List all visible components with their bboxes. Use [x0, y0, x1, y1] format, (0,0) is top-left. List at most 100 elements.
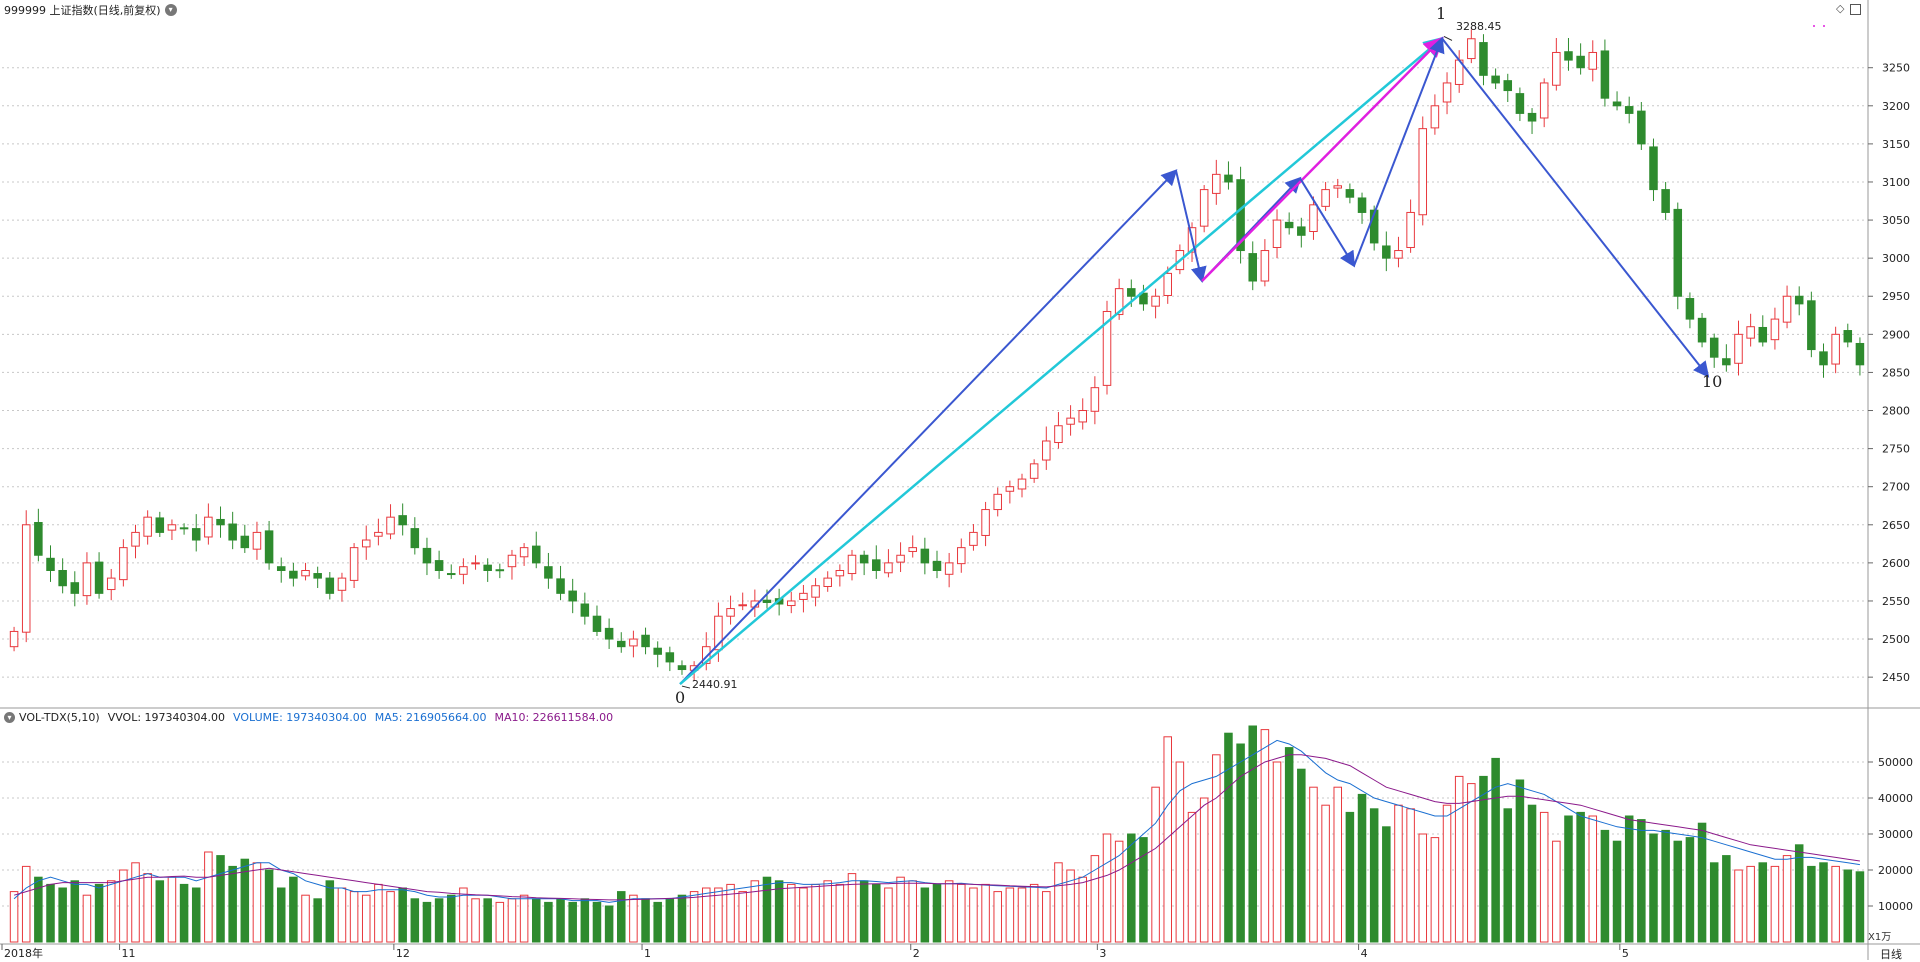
candle-body — [859, 554, 869, 564]
volume-bar — [799, 887, 808, 943]
price-tick-label: 2700 — [1882, 481, 1910, 494]
candle-body — [944, 562, 954, 575]
candle-body — [1782, 295, 1792, 323]
volume-tick-label: 10000 — [1878, 900, 1913, 913]
candle-body — [908, 547, 917, 552]
candle-body — [1758, 326, 1768, 343]
candle-body — [1539, 82, 1549, 119]
candle-body — [1066, 417, 1075, 425]
volume-bar — [361, 894, 371, 943]
candle-body — [191, 528, 201, 541]
wave-label-1: 1 — [1436, 4, 1447, 23]
candle-body — [1090, 387, 1100, 412]
volume-bar — [264, 869, 274, 943]
volume-bar — [1430, 837, 1440, 943]
candle-body — [1151, 295, 1160, 307]
candle-body — [1685, 298, 1695, 320]
candle-body — [1624, 106, 1634, 114]
candle-body — [9, 630, 19, 648]
volume-bar — [1831, 865, 1840, 943]
volume-bar — [920, 887, 930, 943]
candle-body — [1807, 300, 1816, 351]
diamond-icon[interactable]: ◇ — [1836, 2, 1845, 15]
volume-bar — [835, 883, 845, 943]
candle-body — [1467, 38, 1476, 60]
price-tick-label: 2950 — [1882, 290, 1910, 303]
volume-bar — [1017, 887, 1027, 943]
window-icon[interactable] — [1850, 4, 1862, 15]
volume-bar — [604, 905, 614, 943]
volume-bar — [1236, 743, 1245, 943]
wave-arrow — [1175, 170, 1207, 283]
candle-body — [34, 522, 43, 556]
candle-body — [896, 554, 905, 563]
candle-body — [1199, 189, 1209, 227]
volume-bar — [1175, 761, 1185, 943]
volume-bar — [1782, 855, 1792, 943]
volume-bar — [459, 887, 468, 943]
ma10-line — [13, 754, 1860, 901]
volume-bar — [70, 880, 80, 943]
volume-bar — [1333, 786, 1343, 943]
candle-body — [1212, 173, 1221, 194]
candle-body — [1139, 292, 1148, 305]
candle-body — [471, 562, 480, 565]
volume-bar — [1770, 865, 1780, 943]
candle-body — [1794, 295, 1804, 305]
candle-body — [70, 582, 80, 594]
candle-body — [410, 528, 420, 549]
volume-bar — [507, 898, 517, 943]
volume-bar — [568, 901, 577, 943]
candle-body — [1321, 189, 1330, 207]
candle-body — [143, 516, 152, 537]
volume-bar — [872, 883, 881, 943]
volume-bar — [1284, 747, 1294, 943]
candle-body — [252, 531, 262, 550]
candle-body — [434, 560, 444, 571]
price-tick-label: 3250 — [1882, 62, 1910, 75]
volume-bar — [1697, 822, 1707, 943]
volume-bar — [1685, 837, 1695, 943]
candle-body — [981, 509, 990, 536]
candle-body — [1709, 337, 1719, 358]
volume-bar — [896, 876, 905, 943]
volume-bar — [1114, 840, 1124, 943]
chevron-down-icon[interactable]: ▾ — [4, 711, 15, 723]
volume-bar — [1552, 840, 1561, 943]
candle-body — [787, 600, 796, 607]
price-tick-label: 2650 — [1882, 519, 1910, 532]
low-pointer — [681, 685, 691, 689]
wave-arrow — [1441, 37, 1710, 378]
period-label[interactable]: 日线 — [1880, 948, 1902, 961]
candle-body — [1114, 288, 1124, 316]
volume-bar — [422, 901, 432, 943]
candle-body — [1576, 55, 1585, 69]
candle-body — [1527, 112, 1537, 122]
volume-bar — [228, 865, 237, 943]
candle-body — [1479, 42, 1488, 76]
volume-bar — [750, 880, 760, 943]
volume-bar — [653, 901, 662, 943]
volume-bar — [1212, 754, 1221, 943]
volume-bar — [702, 887, 711, 943]
candle-body — [1673, 208, 1683, 297]
candle-body — [1078, 410, 1087, 423]
volume-bar — [932, 883, 942, 943]
price-tick-label: 2500 — [1882, 633, 1910, 646]
candle-body — [823, 577, 832, 587]
volume-bar — [677, 894, 687, 943]
candle-body — [1588, 51, 1598, 70]
volume-bar — [1054, 862, 1063, 943]
volume-bar — [1357, 793, 1367, 943]
volume-bar — [1260, 729, 1270, 943]
volume-bar — [58, 887, 67, 943]
candle-body — [21, 524, 31, 633]
candle-body — [604, 627, 614, 640]
volume-bar — [1321, 804, 1330, 943]
volume-tick-label: 20000 — [1878, 864, 1913, 877]
chevron-down-icon[interactable]: ▾ — [164, 4, 177, 16]
time-tick-label: 3 — [1099, 947, 1106, 960]
volume-bar — [301, 894, 310, 943]
volume-bar — [957, 883, 966, 943]
volume-bar — [1163, 736, 1172, 943]
